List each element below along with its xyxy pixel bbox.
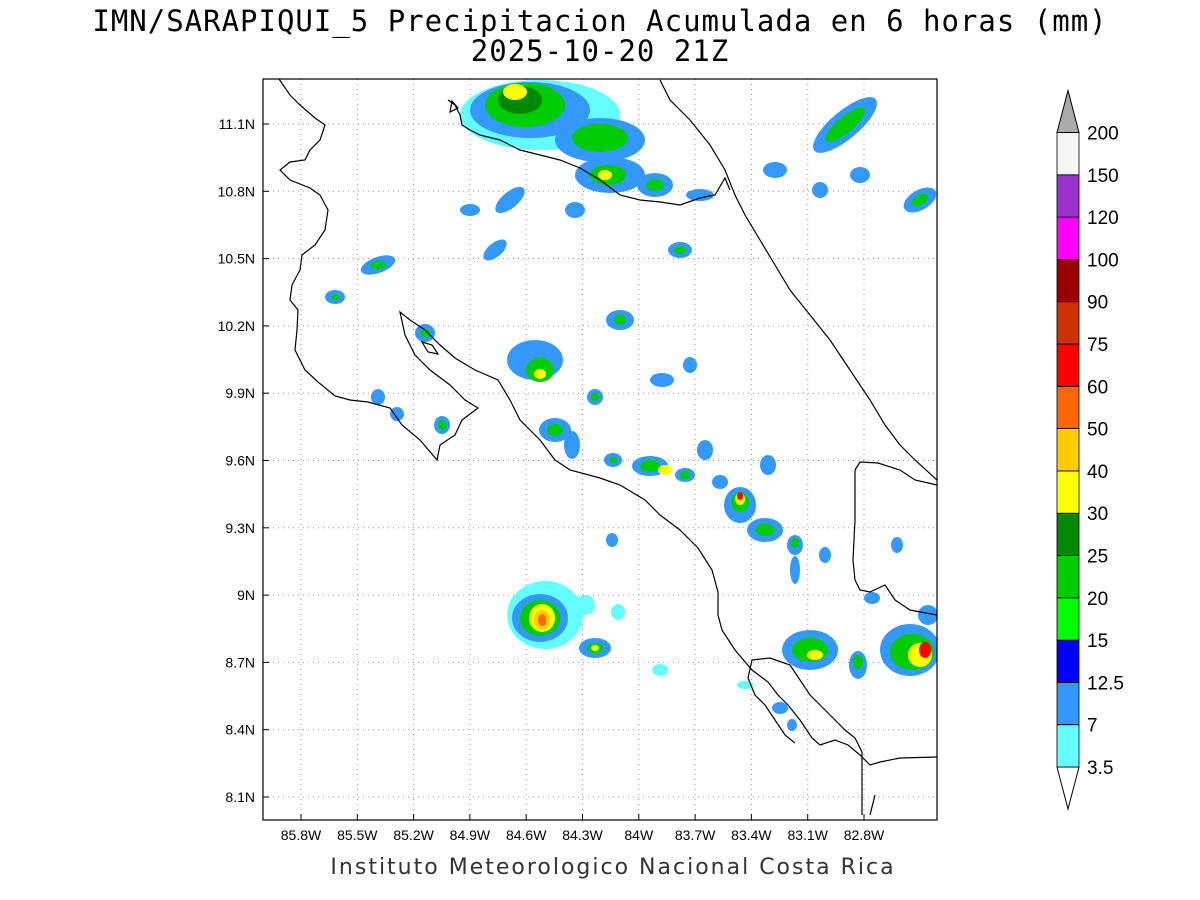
legend-swatch bbox=[1056, 724, 1080, 768]
legend-swatch bbox=[1056, 470, 1080, 514]
legend-swatch bbox=[1056, 258, 1080, 303]
legend-label: 25 bbox=[1087, 547, 1108, 568]
legend-label: 90 bbox=[1087, 293, 1108, 314]
lat-tick-label: 8.1N bbox=[225, 789, 255, 805]
axis-ticks: 85.8W 85.5W 85.2W 84.9W 84.6W 84.3W 84W 83.7W 83… bbox=[218, 116, 885, 843]
lon-tick-label: 84.9W bbox=[450, 827, 491, 843]
lon-tick-label: 82.8W bbox=[844, 827, 885, 843]
lon-tick-label: 85.8W bbox=[281, 827, 322, 843]
lat-tick-label: 8.7N bbox=[225, 654, 255, 670]
lat-tick-label: 10.8N bbox=[218, 183, 255, 199]
lat-tick-label: 11.1N bbox=[219, 116, 255, 132]
legend-label: 150 bbox=[1087, 166, 1119, 187]
precipitation-field bbox=[325, 80, 937, 731]
lat-tick-label: 9.9N bbox=[225, 385, 255, 401]
legend-label: 30 bbox=[1087, 504, 1108, 525]
coastlines bbox=[278, 79, 937, 816]
legend-swatch bbox=[1056, 301, 1080, 345]
legend-swatch bbox=[1056, 555, 1080, 599]
legend-swatch bbox=[1056, 174, 1080, 218]
legend-swatch bbox=[1056, 343, 1080, 387]
legend-swatch bbox=[1056, 512, 1080, 556]
map-frame bbox=[262, 78, 938, 821]
lat-tick-label: 10.5N bbox=[218, 251, 255, 267]
legend-label: 50 bbox=[1087, 420, 1108, 441]
legend-label: 20 bbox=[1087, 589, 1108, 610]
lat-tick-label: 8.4N bbox=[225, 722, 255, 738]
legend-label: 40 bbox=[1087, 462, 1108, 483]
lon-tick-label: 85.2W bbox=[393, 827, 434, 843]
lon-tick-label: 84.6W bbox=[506, 827, 547, 843]
legend-swatch bbox=[1056, 597, 1080, 641]
legend-label: 12.5 bbox=[1087, 673, 1124, 694]
legend-swatch bbox=[1056, 428, 1080, 472]
lon-tick-label: 84W bbox=[624, 827, 654, 843]
map-title: IMN/SARAPIQUI_5 Precipitacion Acumulada … bbox=[92, 4, 1108, 38]
lon-tick-label: 85.5W bbox=[337, 827, 378, 843]
legend-label: 15 bbox=[1087, 631, 1108, 652]
map-datetime: 2025-10-20 21Z bbox=[470, 34, 730, 68]
legend-label: 120 bbox=[1087, 208, 1119, 229]
grid-lines bbox=[263, 79, 937, 820]
legend-swatch bbox=[1056, 216, 1080, 260]
color-legend: 3.5 7 12.5 15 20 25 30 40 50 60 75 90 100 120 150 200 bbox=[1056, 88, 1124, 811]
footer-credit: Instituto Meteorologico Nacional Costa R… bbox=[330, 855, 896, 880]
legend-label: 3.5 bbox=[1087, 758, 1113, 779]
lon-tick-label: 83.7W bbox=[675, 827, 716, 843]
legend-label: 75 bbox=[1087, 335, 1108, 356]
lat-tick-label: 9.3N bbox=[225, 520, 255, 536]
legend-label: 100 bbox=[1087, 250, 1119, 271]
legend-swatch bbox=[1056, 682, 1080, 726]
lat-tick-label: 9N bbox=[237, 587, 255, 603]
legend-label: 60 bbox=[1087, 377, 1108, 398]
lon-tick-label: 84.3W bbox=[562, 827, 603, 843]
legend-swatch bbox=[1056, 639, 1080, 683]
legend-swatch bbox=[1056, 385, 1080, 429]
lon-tick-label: 83.4W bbox=[731, 827, 772, 843]
lat-tick-label: 9.6N bbox=[225, 453, 255, 469]
legend-label: 200 bbox=[1087, 124, 1119, 145]
legend-over-triangle bbox=[1056, 88, 1080, 133]
legend-label: 7 bbox=[1087, 716, 1098, 737]
lat-tick-label: 10.2N bbox=[218, 318, 255, 334]
legend-under-triangle bbox=[1056, 766, 1080, 811]
lon-tick-label: 83.1W bbox=[787, 827, 828, 843]
legend-swatch bbox=[1056, 132, 1080, 176]
